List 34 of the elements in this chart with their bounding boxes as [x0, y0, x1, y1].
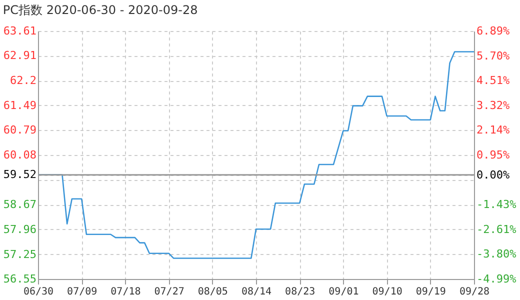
- y-tick-label: 60.08: [3, 148, 36, 162]
- y2-tick-label: -2.61%: [476, 222, 517, 236]
- y-tick-label: 63.61: [3, 24, 36, 38]
- y2-tick-label: 6.89%: [476, 24, 510, 38]
- x-tick-label: 07/09: [67, 286, 98, 298]
- x-tick-label: 09/19: [416, 286, 446, 298]
- y2-tick-label: 5.70%: [476, 49, 510, 62]
- y2-tick-label: 2.14%: [476, 124, 510, 137]
- y-tick-label: 57.96: [3, 222, 36, 236]
- x-tick-label: 09/28: [459, 286, 490, 298]
- x-tick-label: 09/01: [328, 286, 359, 298]
- y2-tick-label: -3.80%: [476, 248, 517, 261]
- x-tick-label: 09/10: [372, 286, 402, 298]
- y-tick-label: 61.49: [3, 98, 36, 112]
- y2-tick-label: 4.51%: [476, 74, 510, 88]
- x-tick-label: 07/18: [110, 286, 141, 298]
- y2-tick-label: 3.32%: [476, 99, 510, 112]
- y2-tick-label: 0.95%: [476, 148, 510, 162]
- y-tick-label: 57.25: [3, 248, 36, 261]
- chart-title: PC指数 2020-06-30 - 2020-09-28: [2, 3, 198, 17]
- x-tick-label: 08/05: [198, 286, 228, 298]
- y-tick-label: 62.91: [3, 49, 36, 62]
- y2-tick-label: 0.00%: [476, 168, 510, 182]
- x-tick-label: 08/14: [241, 286, 272, 298]
- x-tick-label: 07/27: [154, 286, 184, 298]
- y-tick-label: 56.55: [3, 272, 36, 286]
- y2-tick-label: -4.99%: [476, 272, 517, 286]
- y-tick-label: 59.52: [3, 168, 36, 182]
- y2-tick-label: -1.43%: [476, 198, 517, 212]
- y-tick-label: 58.67: [3, 198, 36, 212]
- y-tick-label: 60.79: [3, 124, 36, 137]
- y-tick-label: 62.2: [10, 74, 36, 88]
- x-tick-label: 06/30: [23, 286, 54, 298]
- x-tick-label: 08/23: [285, 286, 316, 298]
